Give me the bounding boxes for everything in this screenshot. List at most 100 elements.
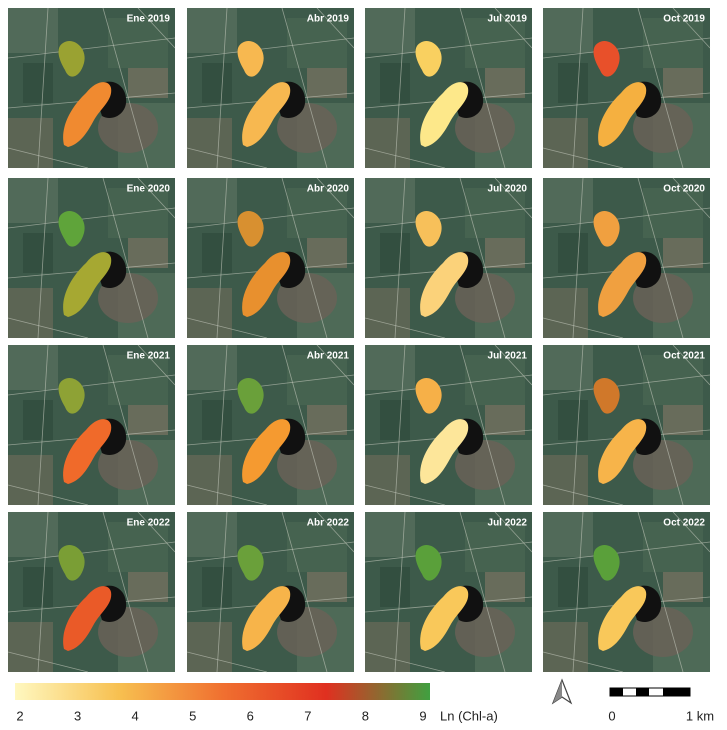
scale-label: 0 [608, 708, 615, 723]
map-panel: Abr 2020 [187, 178, 354, 338]
colorbar-tick-label: 4 [132, 708, 139, 723]
field [202, 400, 232, 440]
map-panel: Oct 2020 [543, 178, 710, 338]
field [287, 18, 347, 68]
field [23, 400, 53, 440]
map-panel: Abr 2019 [187, 8, 354, 168]
colorbar-title: Ln (Chl-a) [440, 708, 498, 723]
panel-label: Jul 2019 [488, 14, 528, 25]
map-panel: Ene 2022 [8, 512, 175, 672]
colorbar-tick-label: 8 [362, 708, 369, 723]
scale-label: 1 km [686, 708, 714, 723]
field [108, 18, 168, 68]
map-panel: Jul 2019 [365, 8, 532, 168]
field [128, 572, 168, 602]
colorbar-tick-label: 6 [247, 708, 254, 723]
field [128, 68, 168, 98]
field [465, 355, 525, 405]
field [558, 63, 588, 103]
field [108, 188, 168, 238]
map-panel: Abr 2022 [187, 512, 354, 672]
panel-label: Ene 2020 [127, 184, 171, 195]
panel-label: Abr 2021 [307, 351, 350, 362]
field [380, 567, 410, 607]
colorbar [15, 683, 430, 700]
map-panel: Ene 2019 [8, 8, 175, 168]
panel-label: Abr 2020 [307, 184, 350, 195]
field [187, 345, 237, 390]
field [365, 622, 410, 672]
colorbar-tick-label: 7 [304, 708, 311, 723]
field [380, 400, 410, 440]
field [485, 238, 525, 268]
field [8, 118, 53, 168]
field [187, 622, 232, 672]
field [543, 118, 588, 168]
panel-label: Oct 2020 [663, 184, 705, 195]
field [485, 68, 525, 98]
field [202, 233, 232, 273]
map-panel: Oct 2022 [543, 512, 710, 672]
panel-label: Jul 2022 [488, 518, 528, 529]
field [287, 355, 347, 405]
field [187, 178, 237, 223]
colorbar-tick-label: 9 [419, 708, 426, 723]
map-panel: Ene 2021 [8, 345, 175, 505]
field [365, 345, 415, 390]
colorbar-tick-label: 5 [189, 708, 196, 723]
field [307, 405, 347, 435]
field [8, 455, 53, 505]
field [128, 238, 168, 268]
field [543, 512, 593, 557]
field [307, 68, 347, 98]
field [365, 455, 410, 505]
field [8, 512, 58, 557]
field [558, 233, 588, 273]
colorbar-tick-label: 3 [74, 708, 81, 723]
scale-bar [610, 688, 690, 696]
map-panel: Oct 2019 [543, 8, 710, 168]
map-panel: Jul 2021 [365, 345, 532, 505]
field [8, 288, 53, 338]
field [23, 567, 53, 607]
field [8, 345, 58, 390]
panel-label: Oct 2022 [663, 518, 705, 529]
figure: Ene 2019 Abr 2019 Jul 2019 Oct 2019 Ene 2020… [0, 0, 727, 725]
field [187, 118, 232, 168]
field [187, 455, 232, 505]
field [365, 288, 410, 338]
field [380, 233, 410, 273]
field [543, 178, 593, 223]
panel-grid: Ene 2019 Abr 2019 Jul 2019 Oct 2019 Ene 2020… [8, 8, 710, 672]
field [643, 188, 703, 238]
field [8, 178, 58, 223]
field [543, 288, 588, 338]
field [8, 8, 58, 53]
field [485, 572, 525, 602]
field [663, 68, 703, 98]
north-arrow [553, 680, 571, 703]
field [307, 572, 347, 602]
panel-label: Jul 2020 [488, 184, 528, 195]
field [643, 355, 703, 405]
field [543, 8, 593, 53]
panel-label: Oct 2019 [663, 14, 705, 25]
field [287, 188, 347, 238]
panel-label: Ene 2019 [127, 14, 171, 25]
field [365, 512, 415, 557]
field [187, 512, 237, 557]
field [365, 8, 415, 53]
panel-label: Abr 2022 [307, 518, 350, 529]
field [465, 188, 525, 238]
map-panel: Abr 2021 [187, 345, 354, 505]
field [643, 18, 703, 68]
field [663, 238, 703, 268]
field [108, 522, 168, 572]
map-panel: Jul 2022 [365, 512, 532, 672]
panel-label: Oct 2021 [663, 351, 705, 362]
field [187, 8, 237, 53]
field [23, 63, 53, 103]
field [202, 63, 232, 103]
field [543, 455, 588, 505]
field [558, 567, 588, 607]
